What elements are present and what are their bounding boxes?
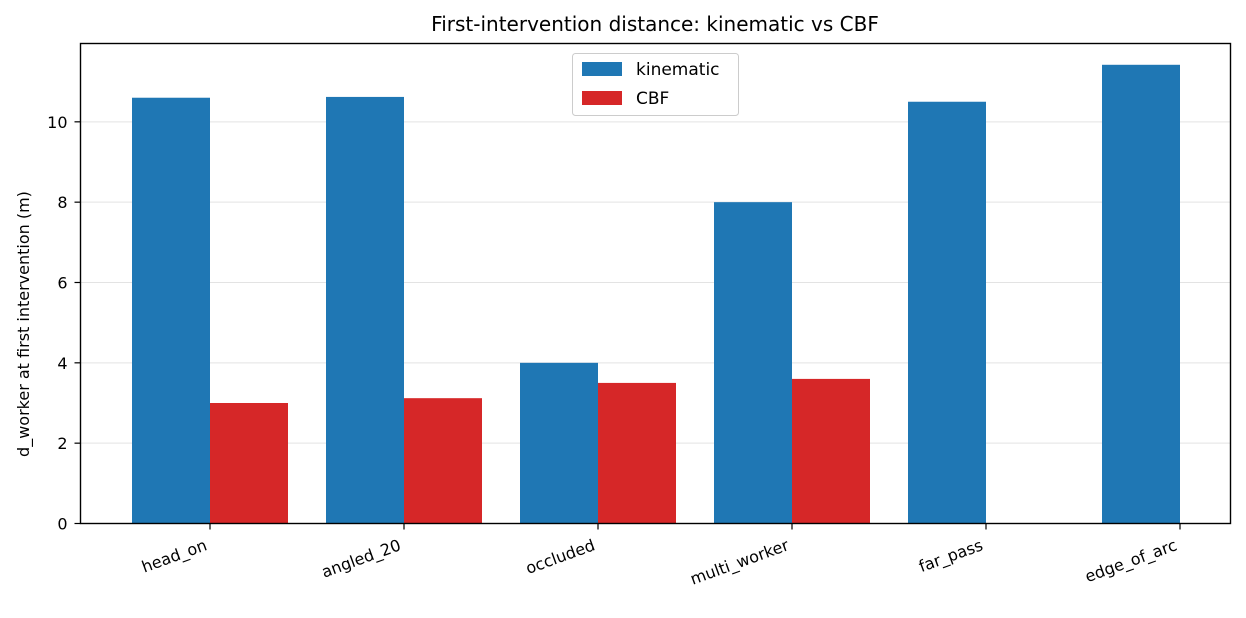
y-tick-label: 6 bbox=[57, 273, 67, 292]
legend-swatch-cbf bbox=[582, 91, 622, 105]
y-axis-label: d_worker at first intervention (m) bbox=[14, 191, 34, 457]
y-tick-label: 0 bbox=[57, 515, 67, 534]
legend: kinematic CBF bbox=[572, 53, 739, 116]
bar-cbf-head-on bbox=[210, 402, 288, 524]
bar-kinematic-multi-worker bbox=[714, 202, 792, 524]
legend-label-cbf: CBF bbox=[636, 89, 669, 109]
bar-cbf-angled-20 bbox=[404, 398, 482, 524]
bar-kinematic-edge-of-arc bbox=[1102, 64, 1180, 524]
y-tick-label: 4 bbox=[57, 354, 67, 373]
y-tick-label: 10 bbox=[47, 113, 67, 132]
plot-area-frame bbox=[79, 42, 1232, 525]
legend-swatch-kinematic bbox=[582, 62, 622, 76]
legend-label-kinematic: kinematic bbox=[636, 60, 720, 80]
bar-kinematic-occluded bbox=[520, 362, 598, 524]
chart-title: First-intervention distance: kinematic v… bbox=[431, 12, 879, 36]
bar-cbf-occluded bbox=[598, 382, 676, 524]
bar-cbf-multi-worker bbox=[792, 378, 870, 524]
bar-kinematic-angled-20 bbox=[326, 96, 404, 524]
y-tick-label: 8 bbox=[57, 193, 67, 212]
bars bbox=[132, 64, 1180, 524]
y-tick-label: 2 bbox=[57, 434, 67, 453]
bar-kinematic-head-on bbox=[132, 97, 210, 524]
bar-kinematic-far-pass bbox=[908, 101, 986, 524]
